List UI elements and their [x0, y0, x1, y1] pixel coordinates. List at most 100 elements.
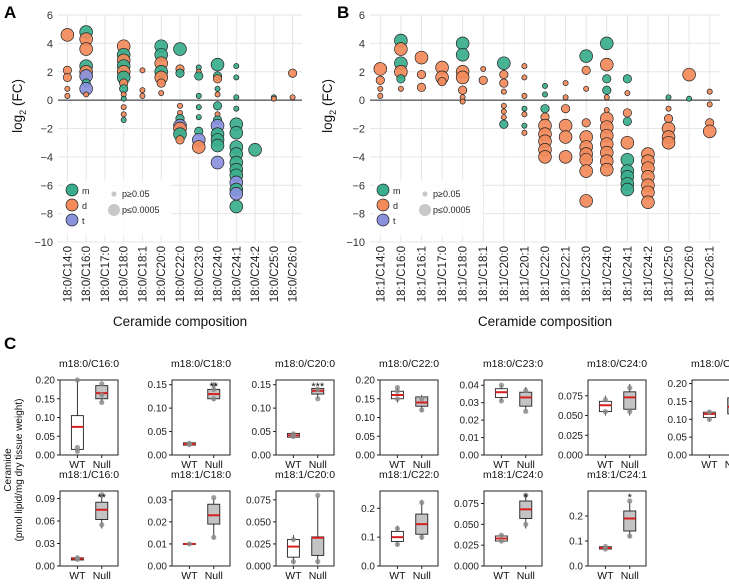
x-tick-label: 18:1/C26:1 [705, 246, 717, 302]
plot-frame [171, 490, 231, 567]
y-tick-label: 0.20 [356, 376, 376, 387]
box-null [311, 536, 325, 556]
data-point-d [158, 90, 165, 96]
group-label-null: Null [309, 459, 327, 471]
data-point-m [396, 74, 406, 84]
data-point-m [620, 182, 635, 197]
data-point-d [558, 118, 573, 133]
data-point-wt [290, 558, 296, 565]
y-tick-label: 0.15 [668, 397, 688, 408]
data-point-d [600, 57, 614, 72]
data-point-wt [186, 541, 192, 547]
x-tick-label: 18:1/C23:0 [581, 246, 593, 302]
group-label-wt: WT [493, 570, 510, 582]
data-point-wt [498, 382, 504, 388]
data-point-wt [74, 377, 80, 383]
data-point-wt [498, 398, 504, 404]
data-point-d [579, 194, 593, 208]
y-tick-label: 0.00 [148, 451, 168, 462]
group-label-wt: WT [181, 570, 198, 582]
data-point-d [500, 114, 507, 121]
data-point-null [99, 399, 105, 406]
y-tick-label: −10 [346, 237, 365, 249]
panel-title: m18:1/C18:0 [171, 469, 231, 481]
y-tick-label: 0.02 [148, 517, 168, 528]
data-point-m [602, 85, 612, 95]
y-tick-label: 0.050 [246, 517, 271, 528]
boxplot-panel: m18:0/C24:0 0.000 0.025 0.050 0.075 WT Null [558, 358, 647, 471]
y-tick-label: 0.05 [36, 432, 56, 443]
group-label-wt: WT [597, 570, 614, 582]
scatter-chart-a: 6 4 2 0 −2 −4 −6 −8 −10 18:0/C14:0 18:0/C16:0 18:0/… [10, 10, 302, 329]
data-point-d [373, 62, 388, 76]
y-tick-label: −2 [352, 124, 365, 136]
data-point-null [627, 533, 633, 539]
x-tick-label: 18:1/C26:0 [684, 246, 696, 302]
y-tick-label: 0.050 [454, 520, 479, 531]
data-point-wt [706, 409, 713, 415]
data-point-m [233, 63, 240, 70]
data-point-d [538, 150, 552, 164]
boxplot-panel: m18:0/C16:0 0.00 0.05 0.10 0.15 0.20 WT Null [36, 358, 120, 471]
data-point-m [233, 94, 240, 101]
y-tick-label: 0.000 [246, 562, 271, 573]
boxplot-panel: m18:1/C22:0 0.0 0.1 0.2 WT Null [361, 469, 439, 582]
y-tick-label: 0.05 [148, 427, 168, 438]
y-tick-label: 0.00 [668, 451, 688, 462]
significance-mark: *** [311, 381, 325, 393]
data-point-d [83, 91, 90, 98]
data-point-d [459, 98, 466, 105]
data-point-d [620, 135, 635, 150]
data-point-null [315, 492, 321, 499]
data-point-d [500, 102, 507, 109]
box-null [207, 503, 221, 525]
box-null [623, 391, 637, 410]
plot-frame [587, 490, 647, 567]
group-label-null: Null [725, 459, 729, 471]
y-tick-label: 0.05 [668, 433, 688, 444]
group-label-null: Null [517, 570, 535, 582]
data-point-null [211, 534, 217, 540]
data-point-d [212, 74, 223, 84]
data-point-null [419, 396, 425, 402]
group-label-null: Null [93, 570, 111, 582]
data-point-d [60, 28, 75, 42]
legend-size-large [419, 204, 431, 216]
data-point-m [540, 104, 550, 114]
data-point-null [627, 498, 633, 504]
y-tick-label: 0.03 [36, 539, 56, 550]
y-axis-label: log2 (FC) [320, 79, 338, 133]
data-point-d [499, 70, 509, 80]
legend-marker-m [65, 183, 79, 197]
y-tick-label: −2 [40, 124, 53, 136]
y-tick-label: 0.03 [148, 495, 168, 506]
x-tick-label: 18:1/C24:2 [643, 246, 655, 302]
x-tick-label: 18:1/C20:0 [499, 246, 511, 302]
data-point-m [210, 57, 225, 72]
x-tick-label: 18:1/C16:0 [396, 246, 408, 302]
y-tick-label: 0.15 [252, 380, 272, 391]
data-point-d [583, 85, 590, 92]
data-point-null [419, 534, 425, 540]
data-point-d [682, 67, 696, 82]
data-point-m [521, 122, 528, 129]
x-tick-label: 18:1/C25:0 [664, 246, 676, 302]
data-point-d [64, 85, 71, 92]
data-point-m [195, 92, 202, 99]
y-tick-label: 0.01 [148, 539, 168, 550]
data-point-d [64, 92, 71, 99]
plot-frame [483, 490, 543, 567]
data-point-d [600, 162, 614, 177]
data-point-d [480, 65, 487, 72]
data-point-d [416, 82, 427, 92]
box-wt [286, 539, 300, 558]
x-tick-label: 18:1/C17:0 [437, 246, 449, 302]
legend-label-t: t [82, 216, 85, 226]
y-tick-label: 0.04 [460, 381, 480, 392]
panel-title: m18:1/C16:0 [59, 469, 119, 481]
data-point-d [394, 42, 408, 56]
scatter-chart-b: 6 4 2 0 −2 −4 −6 −8 −10 18:1/C14:0 18:1/C16:0 18:1/… [320, 10, 720, 329]
data-point-m [120, 117, 127, 123]
group-label-wt: WT [285, 459, 302, 471]
plot-frame [275, 490, 335, 567]
